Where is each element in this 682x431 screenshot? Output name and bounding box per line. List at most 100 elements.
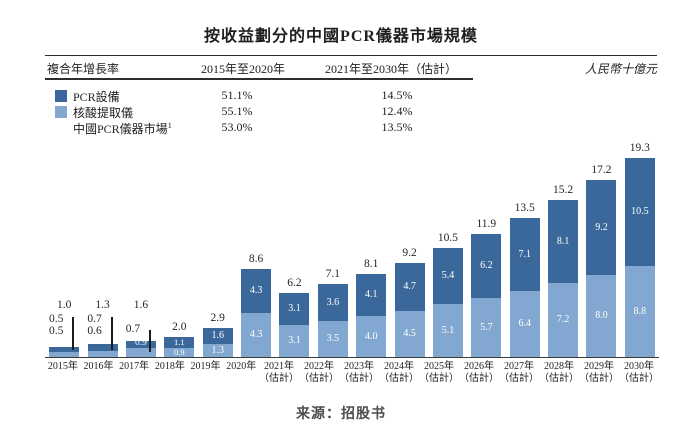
bar-segment-pcr-equipment: 4.7	[394, 263, 425, 311]
x-axis-label: 2023年 （估計）	[339, 361, 379, 385]
x-axis-label: 2028年 （估計）	[539, 361, 579, 385]
bar-segment-nucleic-extractor: 7.2	[548, 283, 579, 357]
legend-row-nucleic-extractor: 核酸提取儀 55.1% 12.4%	[0, 104, 682, 120]
cagr-value-2021-2030: 12.4%	[381, 104, 413, 118]
x-axis-label-estimate: （估計）	[499, 373, 540, 384]
bar-segment-label-pcr-equipment: 0.7	[125, 322, 141, 335]
table-rule-bottom	[45, 78, 473, 80]
table-rule-top	[45, 55, 657, 56]
bar-segment-label-nucleic-extractor: 1.3	[211, 344, 224, 356]
bar-segment-label-nucleic-extractor: 0.6	[87, 324, 102, 337]
bar-segment-nucleic-extractor: 6.4	[509, 291, 540, 357]
bar-segment-label-pcr-equipment: 5.4	[441, 270, 455, 281]
x-axis-label-year: 2026年	[464, 361, 495, 372]
label-leader-line	[148, 330, 151, 352]
x-axis-label-estimate: （估計）	[339, 373, 380, 384]
x-axis-line	[45, 357, 659, 358]
bar-segment-label-nucleic-extractor: 0.9	[135, 337, 147, 348]
stacked-bar: 4.7 4.5	[394, 263, 425, 357]
bar-segment-label-nucleic-extractor: 8.8	[633, 305, 647, 317]
x-axis-label-year: 2015年	[47, 361, 78, 372]
x-axis-label: 2021年 （估計）	[259, 361, 299, 385]
legend-swatch-pcr-equipment	[55, 90, 67, 102]
x-axis-label: 2024年 （估計）	[379, 361, 419, 385]
bar-total-label: 2.9	[210, 311, 225, 324]
bar-segment-nucleic-extractor: 3.5	[317, 321, 348, 357]
x-axis-label: 2025年 （估計）	[419, 361, 459, 385]
bar-segment-label-nucleic-extractor: 4.3	[249, 329, 263, 340]
bar-segment-label-nucleic-extractor: 3.1	[288, 335, 301, 346]
bar-column: 7.1 6.4 13.5	[506, 140, 544, 357]
bar-column: 1.1 0.9 2.0	[160, 140, 198, 357]
bar-segment-label-pcr-equipment: 4.3	[249, 285, 263, 296]
bar-total-label: 1.3	[95, 298, 110, 311]
cagr-value-2015-2020: 55.1%	[221, 104, 253, 118]
legend-label: 核酸提取儀	[73, 106, 134, 120]
page-title: 按收益劃分的中國PCR儀器市場規模	[204, 28, 478, 45]
bar-segment-pcr-equipment	[87, 344, 118, 351]
x-axis-label: 2022年 （估計）	[299, 361, 339, 385]
x-axis-label-year: 2029年	[584, 361, 615, 372]
bar-segment-label-nucleic-extractor: 5.7	[480, 321, 493, 333]
stacked-bar: 4.1 4.0	[356, 274, 387, 357]
bar-segment-label-pcr-equipment: 3.6	[326, 296, 340, 308]
bar-column: 3.6 3.5 7.1	[314, 140, 352, 357]
stacked-bar: 7.1 6.4	[509, 218, 540, 357]
x-axis-label-estimate: （估計）	[619, 373, 660, 384]
x-axis-label-year: 2017年	[119, 361, 150, 372]
bar-segment-label-nucleic-extractor: 4.0	[364, 330, 378, 342]
stacked-bar: 5.4 5.1	[432, 248, 463, 357]
stacked-bar	[125, 341, 156, 357]
bar-segment-nucleic-extractor: 8.0	[586, 275, 617, 357]
bar-segment-pcr-equipment: 4.3	[241, 269, 272, 313]
bar-segment-label-pcr-equipment: 9.2	[595, 221, 608, 233]
stacked-bar: 6.2 5.7	[471, 234, 502, 357]
bar-segment-pcr-equipment	[125, 341, 156, 348]
period-2021-2030-header: 2021年至2030年（估計）	[324, 62, 457, 76]
bar-segment-pcr-equipment: 6.2	[471, 234, 502, 298]
bar-segment-pcr-equipment: 1.1	[164, 337, 195, 348]
bar-total-label: 15.2	[553, 183, 574, 196]
x-axis-label: 2016年	[81, 361, 117, 385]
bar-segment-label-pcr-equipment: 7.1	[518, 248, 531, 260]
cagr-value-2015-2020: 53.0%	[221, 120, 253, 134]
bar-total-label: 17.2	[591, 163, 612, 176]
x-axis-label: 2030年 （估計）	[619, 361, 659, 385]
bar-total-label: 2.0	[172, 320, 187, 333]
x-axis-label: 2026年 （估計）	[459, 361, 499, 385]
bar-column: 4.7 4.5 9.2	[390, 140, 428, 357]
stacked-bar-chart: 1.0 0.5 0.5 1.3 0.7 0.6 1.6 0.7 0.9 1.1 0.9 2.0 1.6 1…	[45, 140, 659, 357]
bar-segment-nucleic-extractor	[125, 348, 156, 357]
bar-segment-pcr-equipment: 9.2	[586, 180, 617, 275]
bar-total-label: 1.6	[133, 298, 149, 311]
cagr-value-2015-2020: 51.1%	[221, 88, 253, 102]
bar-column: 1.6 0.7 0.9	[122, 140, 160, 357]
bar-segment-pcr-equipment: 3.6	[317, 284, 348, 321]
stacked-bar	[49, 347, 80, 357]
bar-column: 10.5 8.8 19.3	[621, 140, 659, 357]
bar-segment-nucleic-extractor	[49, 352, 80, 357]
bar-segment-nucleic-extractor: 4.5	[394, 311, 425, 357]
bar-segment-label-pcr-equipment: 1.1	[174, 337, 185, 348]
bar-segment-label-nucleic-extractor: 0.5	[49, 324, 64, 337]
cagr-column-header: 複合年增長率	[47, 62, 120, 76]
x-axis-label-year: 2025年	[424, 361, 455, 372]
legend-label: PCR設備	[73, 90, 120, 104]
label-leader-line	[110, 317, 113, 350]
stacked-bar: 10.5 8.8	[624, 158, 655, 357]
x-axis-label-estimate: （估計）	[299, 373, 340, 384]
x-axis-label-estimate: （估計）	[459, 373, 500, 384]
bar-segment-pcr-equipment: 10.5	[624, 158, 655, 266]
bar-column: 9.2 8.0 17.2	[582, 140, 620, 357]
legend-row-pcr-equipment: PCR設備 51.1% 14.5%	[0, 88, 682, 104]
legend-swatch-nucleic-extractor	[55, 106, 67, 118]
bar-segment-label-nucleic-extractor: 4.5	[403, 328, 416, 339]
bar-segment-nucleic-extractor: 8.8	[624, 266, 655, 357]
x-axis-label-year: 2018年	[154, 361, 185, 372]
bar-segment-label-nucleic-extractor: 6.4	[518, 318, 531, 329]
bar-segment-label-pcr-equipment: 6.2	[480, 260, 493, 271]
bar-column: 1.6 1.3 2.9	[199, 140, 237, 357]
bar-segment-label-nucleic-extractor: 3.5	[326, 333, 340, 344]
bar-segment-label-nucleic-extractor: 0.9	[174, 347, 185, 358]
bar-total-label: 10.5	[437, 231, 458, 244]
